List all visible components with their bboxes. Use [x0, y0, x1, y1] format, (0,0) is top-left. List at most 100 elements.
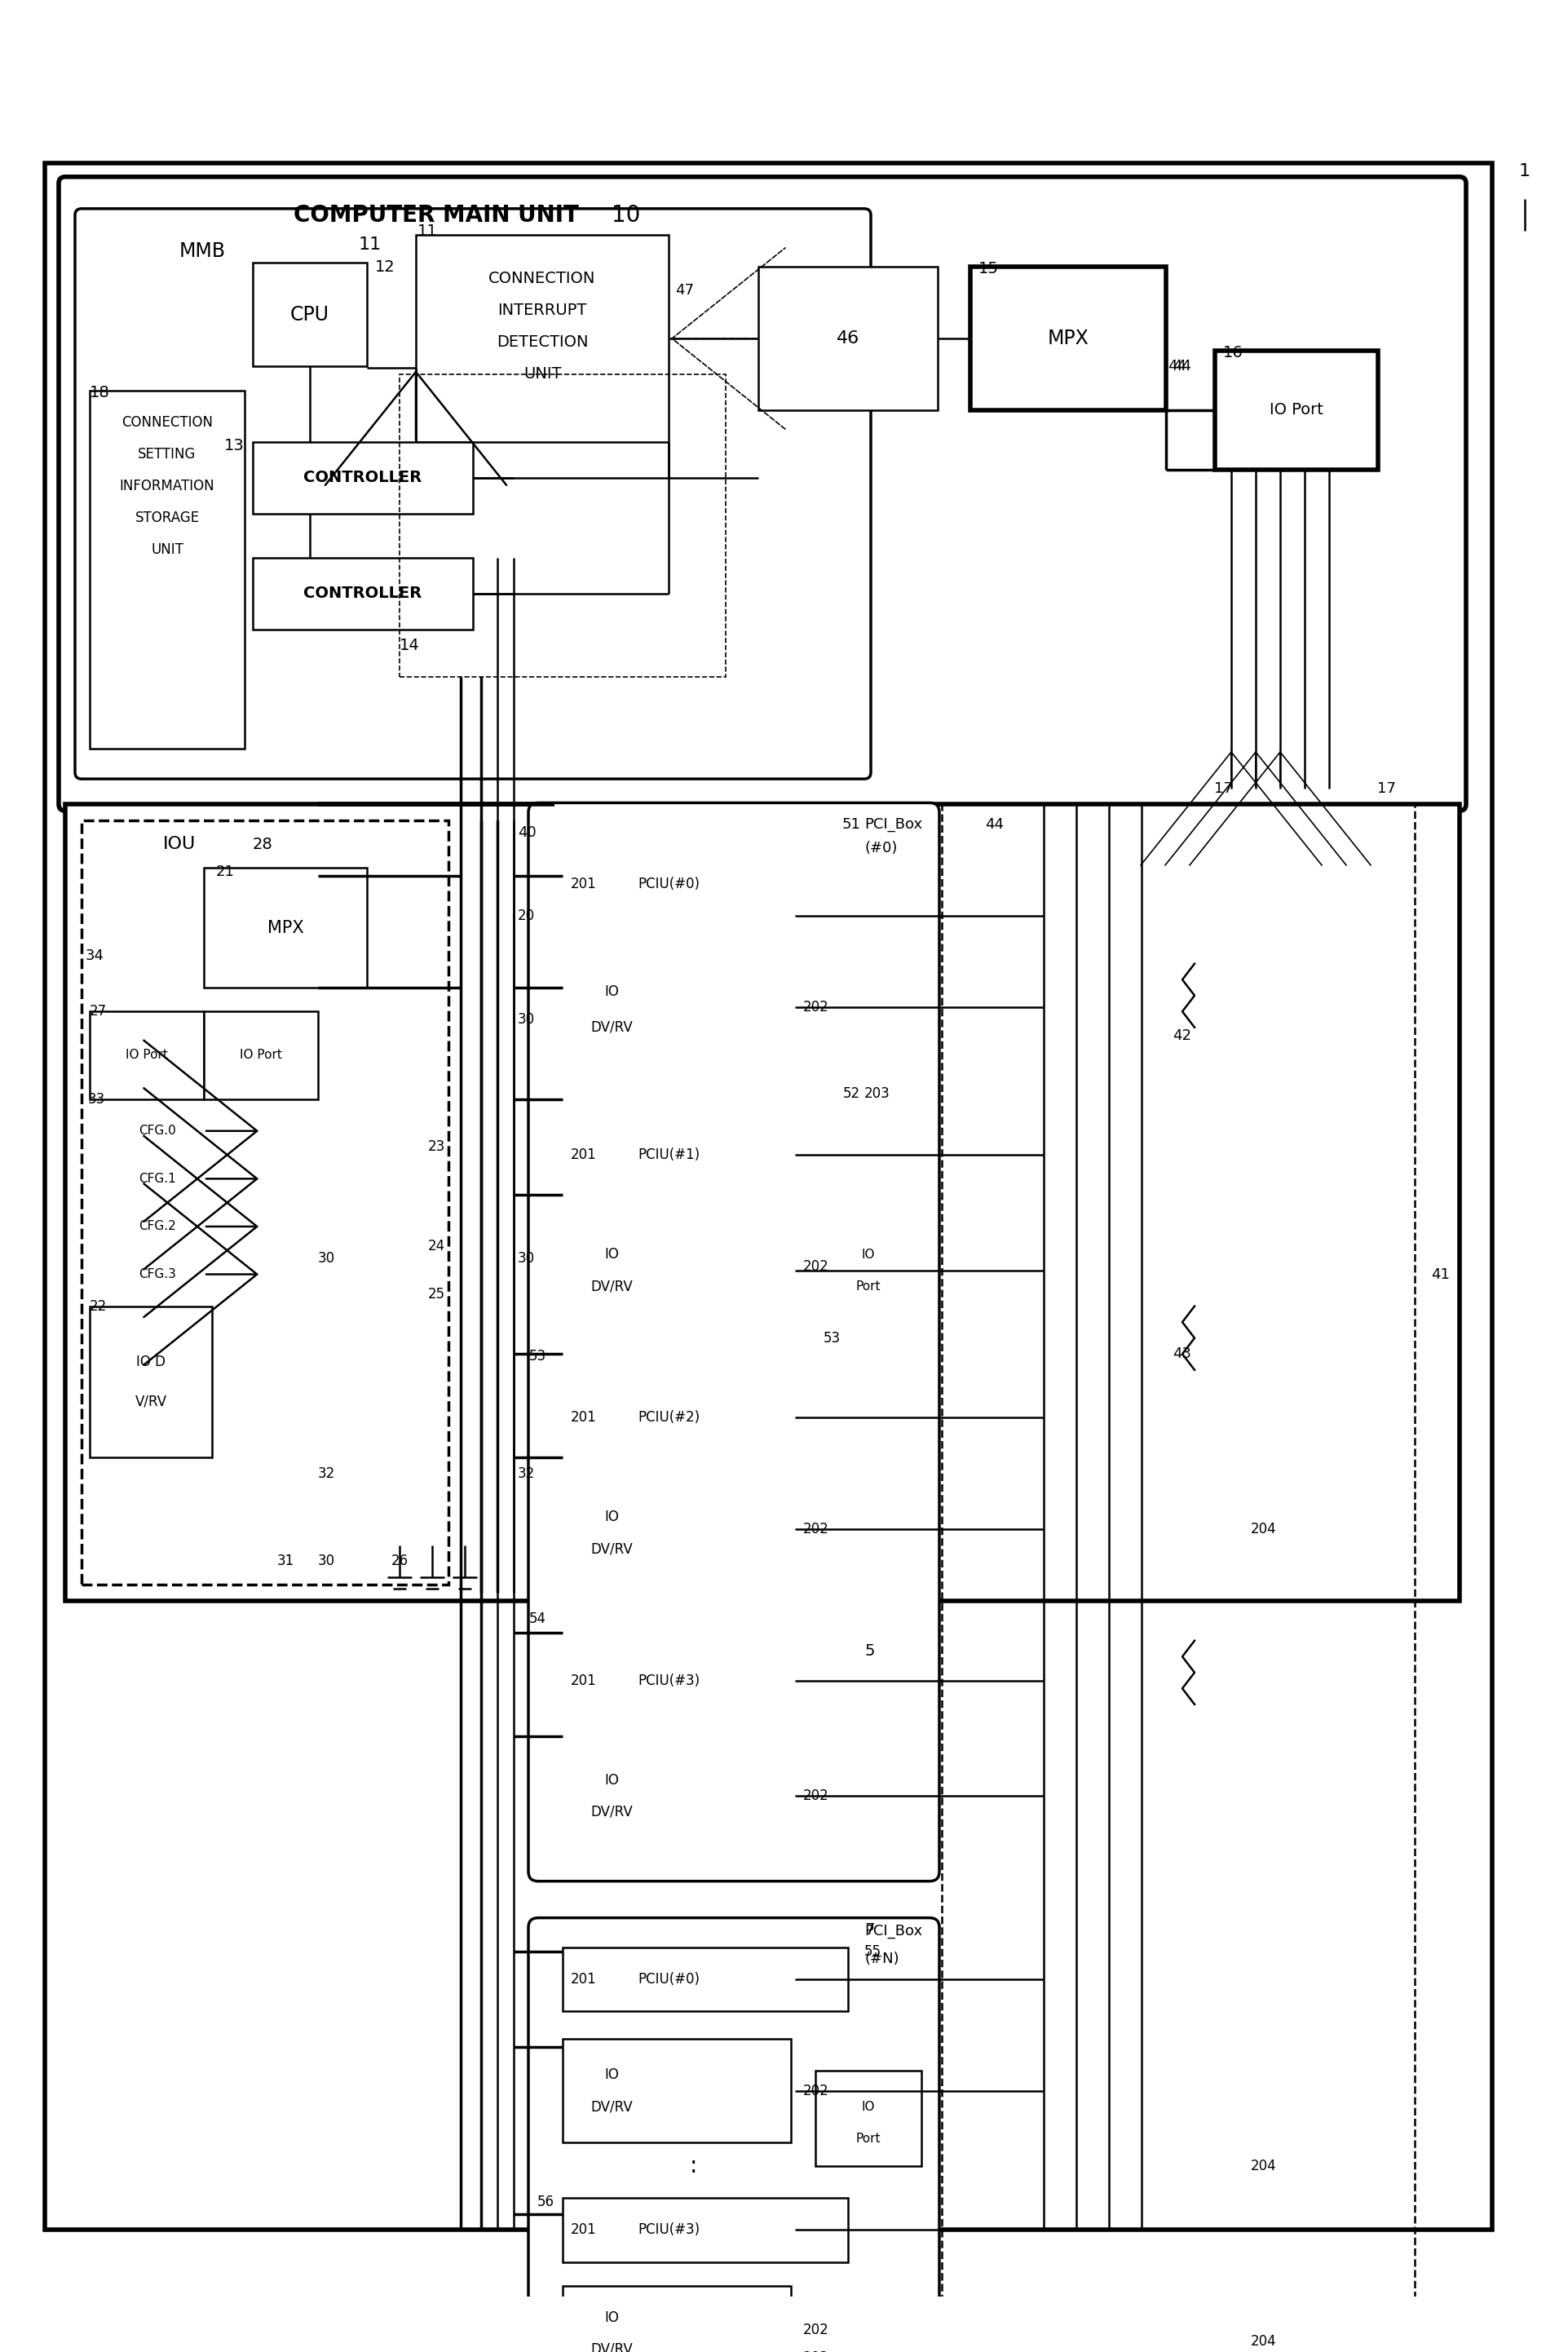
Text: 32: 32 — [317, 1465, 336, 1482]
Text: DV/RV: DV/RV — [591, 1279, 632, 1294]
Text: 203: 203 — [864, 1087, 891, 1101]
Text: 42: 42 — [1173, 1028, 1192, 1042]
Text: 44: 44 — [1173, 360, 1192, 374]
Text: 30: 30 — [517, 1251, 535, 1265]
Text: :: : — [690, 2154, 696, 2178]
Text: PCIU(#3): PCIU(#3) — [638, 1672, 699, 1689]
Text: Port: Port — [856, 1279, 881, 1291]
FancyBboxPatch shape — [546, 811, 922, 1345]
Text: IO: IO — [862, 1249, 875, 1261]
Text: 204: 204 — [1251, 1522, 1276, 1536]
Text: IO: IO — [604, 1510, 619, 1524]
FancyBboxPatch shape — [971, 266, 1167, 409]
Text: 51: 51 — [842, 816, 861, 833]
Text: 201: 201 — [571, 1411, 597, 1425]
Text: DV/RV: DV/RV — [591, 1804, 632, 1818]
Text: 30: 30 — [517, 1011, 535, 1028]
FancyBboxPatch shape — [204, 1011, 318, 1098]
FancyBboxPatch shape — [252, 442, 474, 513]
Text: CFG.3: CFG.3 — [138, 1268, 176, 1279]
Text: DETECTION: DETECTION — [497, 334, 588, 350]
FancyBboxPatch shape — [89, 390, 245, 748]
Text: PCI_Box: PCI_Box — [864, 816, 922, 833]
Text: MPX: MPX — [1047, 329, 1088, 348]
Text: DV/RV: DV/RV — [591, 2343, 632, 2352]
Text: PCI_Box: PCI_Box — [864, 1924, 922, 1938]
Text: 33: 33 — [88, 1091, 105, 1105]
Text: 25: 25 — [428, 1287, 445, 1301]
Text: 11: 11 — [359, 235, 381, 252]
FancyBboxPatch shape — [563, 1122, 848, 1188]
FancyBboxPatch shape — [563, 1385, 848, 1449]
FancyBboxPatch shape — [547, 1084, 920, 1329]
Text: IO: IO — [604, 2310, 619, 2326]
FancyBboxPatch shape — [759, 266, 938, 409]
Text: (#N): (#N) — [864, 1952, 898, 1966]
FancyBboxPatch shape — [563, 1218, 790, 1315]
Text: 204: 204 — [1251, 2159, 1276, 2173]
FancyBboxPatch shape — [547, 1611, 920, 1853]
Text: 30: 30 — [318, 1555, 336, 1569]
Text: INTERRUPT: INTERRUPT — [497, 303, 586, 318]
FancyBboxPatch shape — [563, 1649, 848, 1712]
Text: 56: 56 — [538, 2194, 555, 2209]
Text: 1: 1 — [1519, 162, 1530, 179]
Text: 17: 17 — [1377, 781, 1396, 795]
FancyBboxPatch shape — [528, 802, 939, 1882]
FancyBboxPatch shape — [66, 804, 1460, 1602]
FancyBboxPatch shape — [89, 1305, 212, 1458]
Text: 201: 201 — [571, 1971, 597, 1987]
Text: 202: 202 — [803, 2084, 829, 2098]
Text: 21: 21 — [216, 866, 235, 880]
Text: 28: 28 — [252, 837, 273, 851]
Text: 204: 204 — [1251, 2333, 1276, 2350]
Text: SETTING: SETTING — [138, 447, 196, 461]
Text: IO Port: IO Port — [1270, 402, 1323, 419]
Text: 41: 41 — [1432, 1268, 1450, 1282]
FancyBboxPatch shape — [45, 162, 1493, 2230]
Text: DV/RV: DV/RV — [591, 1021, 632, 1035]
FancyBboxPatch shape — [89, 1011, 204, 1098]
Text: 16: 16 — [1223, 346, 1243, 360]
Text: 201: 201 — [571, 877, 597, 891]
Text: PCIU(#3): PCIU(#3) — [638, 2223, 699, 2237]
Text: 13: 13 — [224, 437, 245, 454]
FancyBboxPatch shape — [416, 235, 668, 442]
Text: 55: 55 — [864, 1945, 881, 1959]
Text: 11: 11 — [417, 223, 437, 238]
Text: 202: 202 — [803, 1000, 829, 1014]
Text: 5: 5 — [864, 1644, 875, 1658]
Text: 22: 22 — [89, 1298, 107, 1312]
Text: CONTROLLER: CONTROLLER — [304, 586, 422, 602]
Text: 23: 23 — [428, 1138, 445, 1155]
Text: INFORMATION: INFORMATION — [119, 477, 215, 494]
Text: CONNECTION: CONNECTION — [489, 270, 596, 287]
Text: 202: 202 — [803, 2321, 829, 2338]
Text: 32: 32 — [517, 1465, 535, 1482]
Text: CFG.2: CFG.2 — [138, 1221, 176, 1232]
Text: V/RV: V/RV — [135, 1395, 166, 1409]
FancyBboxPatch shape — [815, 2070, 922, 2166]
Text: DV/RV: DV/RV — [591, 2100, 632, 2114]
Text: 31: 31 — [276, 1555, 295, 1569]
FancyBboxPatch shape — [563, 2039, 790, 2143]
Text: PCIU(#2): PCIU(#2) — [638, 1411, 699, 1425]
Text: (#0): (#0) — [864, 842, 897, 856]
Text: 202: 202 — [803, 1788, 829, 1804]
Text: IO: IO — [604, 1247, 619, 1261]
Text: 53: 53 — [823, 1331, 840, 1345]
Text: IO: IO — [604, 983, 619, 1000]
Text: IO: IO — [604, 1773, 619, 1788]
Text: CFG.0: CFG.0 — [138, 1124, 176, 1136]
Text: IO Port: IO Port — [125, 1049, 168, 1061]
Text: 52: 52 — [844, 1087, 861, 1101]
Text: IO D: IO D — [136, 1355, 166, 1369]
Text: 201: 201 — [571, 2223, 597, 2237]
FancyBboxPatch shape — [815, 1218, 922, 1315]
FancyBboxPatch shape — [1215, 350, 1378, 470]
Text: PCIU(#0): PCIU(#0) — [638, 1971, 699, 1987]
Text: IO: IO — [604, 2067, 619, 2082]
Text: CFG.1: CFG.1 — [138, 1174, 176, 1185]
Text: 202: 202 — [803, 1258, 829, 1275]
Text: 17: 17 — [1214, 781, 1232, 795]
